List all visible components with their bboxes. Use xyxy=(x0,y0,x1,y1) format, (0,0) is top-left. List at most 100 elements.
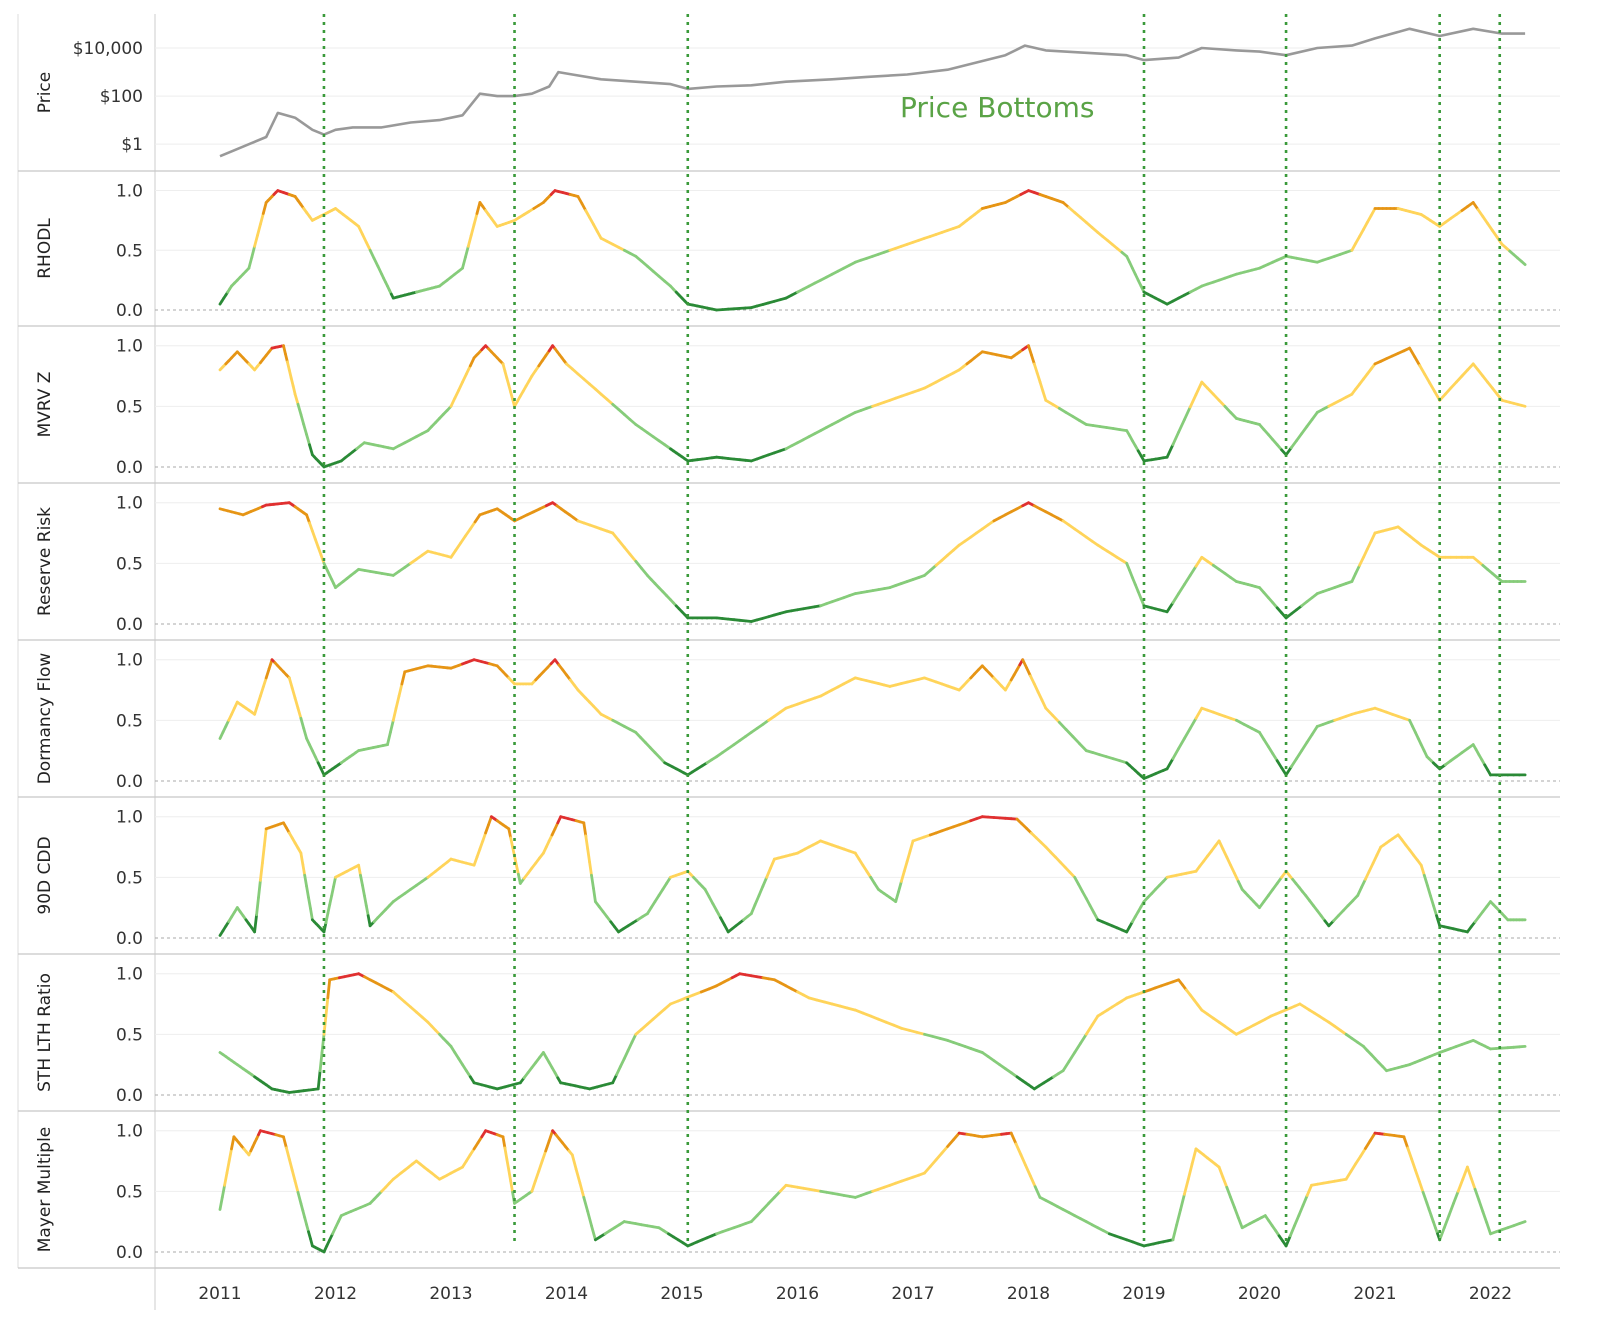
series-segment xyxy=(1364,1139,1372,1150)
series-segment xyxy=(1485,1221,1492,1236)
series-segment xyxy=(503,1146,509,1161)
series-segment xyxy=(1371,853,1379,865)
series-segment xyxy=(617,538,626,549)
x-tick-label: 2011 xyxy=(198,1284,241,1304)
series-segment xyxy=(284,1146,291,1161)
series-segment xyxy=(1356,886,1363,897)
series-segment xyxy=(769,857,776,870)
y-tick-label: 0.0 xyxy=(116,1243,143,1263)
series-segment xyxy=(309,907,314,922)
series-segment xyxy=(308,443,314,457)
panel-label-90d-cdd: 90D CDD xyxy=(35,836,55,914)
series-segment xyxy=(461,372,468,384)
series-segment xyxy=(484,823,490,835)
y-tick-label: $100 xyxy=(100,87,143,107)
series-segment xyxy=(1410,1157,1417,1172)
series-segment xyxy=(1171,430,1180,447)
series-segment xyxy=(362,894,368,907)
series-segment xyxy=(1423,372,1432,385)
series-segment xyxy=(1284,765,1293,777)
panel-label-mvrv-z: MVRV Z xyxy=(35,372,55,438)
series-segment xyxy=(1350,572,1358,583)
series-segment xyxy=(1233,871,1240,883)
series-segment xyxy=(1057,720,1068,731)
series-segment xyxy=(466,233,473,248)
series-segment xyxy=(1491,228,1499,239)
series-segment xyxy=(361,232,368,244)
series-segment xyxy=(1183,727,1192,740)
series-segment xyxy=(1221,1175,1229,1189)
series-segment xyxy=(1456,1177,1465,1193)
series-segment xyxy=(1188,716,1198,730)
series-segment xyxy=(628,552,638,563)
series-segment xyxy=(900,869,906,883)
y-tick-label: 0.0 xyxy=(116,615,143,635)
series-segment xyxy=(1300,741,1309,752)
y-tick-label: $1 xyxy=(121,135,143,155)
series-segment xyxy=(330,885,336,897)
series-segment xyxy=(1422,873,1429,887)
series-segment xyxy=(293,392,300,406)
series-segment xyxy=(220,1183,227,1199)
series-segment xyxy=(1300,425,1309,436)
series-segment xyxy=(1295,432,1304,443)
series-segment xyxy=(1024,1163,1032,1178)
series-segment xyxy=(293,1179,300,1194)
series-segment xyxy=(293,696,300,710)
series-segment xyxy=(505,1157,511,1172)
series-segment xyxy=(1090,1014,1100,1027)
series-segment xyxy=(1217,839,1225,851)
series-segment xyxy=(1041,389,1048,402)
series-segment xyxy=(372,256,380,268)
series-segment xyxy=(250,244,257,259)
series-segment xyxy=(1477,1199,1485,1213)
panel-label-sth-lth-ratio: STH LTH Ratio xyxy=(35,973,55,1092)
grid xyxy=(17,14,1560,1310)
series-segment xyxy=(533,1169,541,1183)
series-segment xyxy=(299,716,306,730)
series-segment xyxy=(267,658,274,671)
series-segment xyxy=(459,534,467,545)
series-segment xyxy=(1413,355,1422,367)
series-segment xyxy=(1360,877,1367,889)
series-segment xyxy=(578,1181,586,1199)
series-segment xyxy=(1040,698,1048,710)
series-segment xyxy=(473,513,482,524)
series-segment xyxy=(386,731,392,746)
panel-label-dormancy-flow: Dormancy Flow xyxy=(35,653,55,785)
series-segment xyxy=(230,1135,236,1151)
series-segment xyxy=(1466,1165,1473,1180)
series-segment xyxy=(1262,738,1270,748)
series-segment xyxy=(1183,1177,1190,1196)
series-segment xyxy=(1194,555,1204,568)
series-segment xyxy=(1032,682,1040,694)
series-segment xyxy=(1418,364,1427,376)
series-segment xyxy=(307,896,312,910)
series-segment xyxy=(905,849,912,863)
series-segment xyxy=(1452,1189,1460,1205)
series-segment xyxy=(225,1159,231,1175)
series-segment xyxy=(1518,1220,1527,1225)
series-segment xyxy=(316,545,323,557)
series-segment xyxy=(1438,1226,1446,1242)
series-segment xyxy=(1044,706,1054,717)
series-segment xyxy=(290,1168,297,1183)
series-segment xyxy=(1310,410,1319,421)
series-segment xyxy=(1362,547,1369,559)
series-segment xyxy=(247,255,254,270)
series-segment xyxy=(753,894,761,906)
series-segment xyxy=(626,1041,634,1052)
series-segment xyxy=(1194,380,1204,397)
series-segment xyxy=(287,1157,294,1172)
series-segment xyxy=(310,529,317,541)
y-tick-label: 1.0 xyxy=(116,494,143,514)
series-segment xyxy=(590,873,595,890)
series-segment xyxy=(464,364,472,376)
series-segment xyxy=(908,839,915,853)
series-segment xyxy=(1419,863,1426,877)
series-segment xyxy=(1188,564,1198,577)
series-segment xyxy=(287,676,294,690)
series-segment xyxy=(615,1065,622,1077)
series-segment xyxy=(255,896,260,917)
series-segment xyxy=(507,827,513,840)
